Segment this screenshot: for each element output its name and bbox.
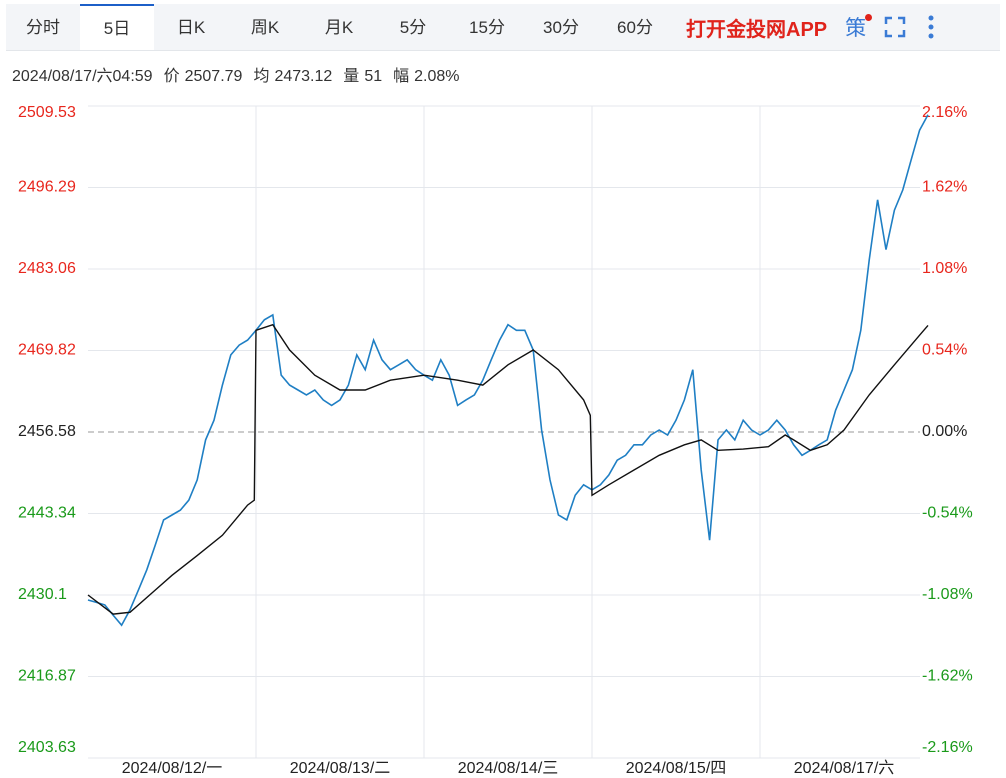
x-tick-label: 2024/08/12/一 bbox=[122, 760, 223, 777]
y2-tick-label: 2.16% bbox=[922, 104, 967, 121]
tab[interactable]: 15分 bbox=[469, 18, 505, 37]
app-link[interactable]: 打开金投网APP bbox=[686, 18, 828, 41]
tab[interactable]: 30分 bbox=[543, 18, 579, 37]
more-icon[interactable] bbox=[928, 15, 934, 39]
info-time: 2024/08/17/六04:59 bbox=[12, 68, 153, 85]
info-avg-label: 均 bbox=[253, 68, 270, 85]
y2-tick-label: -2.16% bbox=[922, 739, 973, 756]
tab[interactable]: 60分 bbox=[617, 18, 653, 37]
price-line bbox=[87, 114, 929, 627]
info-change-label: 幅 bbox=[393, 68, 410, 85]
y-tick-label: 2483.06 bbox=[18, 260, 76, 277]
tab[interactable]: 日K bbox=[176, 18, 206, 37]
tab[interactable]: 5分 bbox=[399, 18, 427, 37]
y2-tick-label: -1.08% bbox=[922, 586, 973, 603]
x-tick-label: 2024/08/13/二 bbox=[290, 760, 391, 777]
info-line: 2024/08/17/六04:59 价 2507.79 均 2473.12 量 51 幅 2.0… bbox=[12, 62, 471, 86]
y-tick-label: 2496.29 bbox=[18, 179, 76, 196]
y2-tick-label: 0.00% bbox=[922, 423, 967, 440]
x-tick-label: 2024/08/17/六 bbox=[794, 759, 895, 777]
info-volume-label: 量 bbox=[343, 68, 360, 85]
toolbar-icons bbox=[884, 15, 934, 39]
x-tick-label: 2024/08/14/三 bbox=[458, 760, 559, 777]
y-tick-label: 2456.58 bbox=[18, 423, 76, 440]
y-tick-label: 2430.1 bbox=[18, 586, 67, 603]
tab[interactable]: 5日 bbox=[80, 4, 154, 50]
y-tick-label: 2469.82 bbox=[18, 342, 76, 359]
y2-tick-label: -1.62% bbox=[922, 668, 973, 685]
y2-tick-label: 1.08% bbox=[922, 260, 967, 277]
tab[interactable]: 分时 bbox=[26, 18, 60, 37]
info-avg: 2473.12 bbox=[274, 68, 333, 85]
info-price-label: 价 bbox=[163, 68, 180, 85]
y2-tick-label: -0.54% bbox=[922, 505, 973, 522]
y-tick-label: 2403.63 bbox=[18, 739, 76, 756]
info-price: 2507.79 bbox=[184, 68, 243, 85]
strategy-button[interactable]: 策 bbox=[845, 12, 873, 42]
tab[interactable]: 月K bbox=[324, 18, 354, 37]
average-line bbox=[87, 323, 929, 615]
toolbar: 分时 5日 日K 周K 月K 5分 15分 30分 60分 打开金投网APP 策 bbox=[6, 4, 1000, 51]
info-volume: 51 bbox=[364, 68, 383, 85]
y-tick-label: 2509.53 bbox=[18, 104, 76, 121]
y2-tick-label: 0.54% bbox=[922, 342, 967, 359]
x-tick-label: 2024/08/15/四 bbox=[626, 760, 727, 777]
fullscreen-icon[interactable] bbox=[884, 16, 906, 38]
y-tick-label: 2416.87 bbox=[18, 668, 76, 685]
tab[interactable]: 周K bbox=[250, 18, 280, 37]
y2-tick-label: 1.62% bbox=[922, 179, 967, 196]
info-change: 2.08% bbox=[414, 68, 460, 85]
y-tick-label: 2443.34 bbox=[18, 505, 76, 522]
